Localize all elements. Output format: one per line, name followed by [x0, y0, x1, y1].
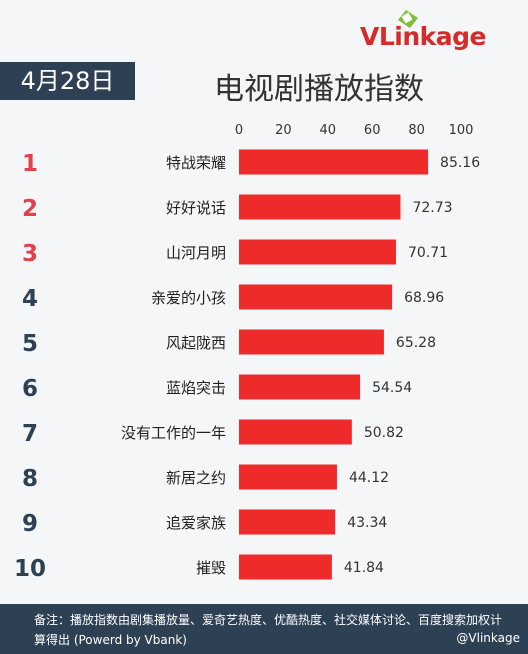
bar	[239, 284, 393, 310]
category-label: 追爱家族	[166, 514, 226, 532]
rank-number: 1	[22, 151, 38, 177]
bar	[239, 194, 401, 220]
rank-number: 2	[22, 196, 38, 222]
x-tick-label: 20	[275, 123, 292, 138]
category-label: 好好说话	[166, 199, 226, 217]
category-label: 摧毁	[196, 559, 226, 577]
x-tick-label: 60	[364, 123, 381, 138]
rank-number: 5	[22, 331, 38, 357]
bar	[239, 464, 337, 490]
value-label: 70.71	[408, 245, 448, 261]
value-label: 65.28	[396, 335, 436, 351]
x-tick-label: 0	[235, 123, 243, 138]
value-label: 41.84	[344, 560, 384, 576]
bar	[239, 239, 396, 265]
bar	[239, 329, 384, 355]
value-label: 85.16	[440, 155, 480, 171]
footer-credit: @Vlinkage	[456, 631, 520, 645]
bar	[239, 149, 429, 175]
rank-number: 10	[14, 556, 46, 582]
page-title: 电视剧播放指数	[214, 72, 424, 107]
bar	[239, 554, 332, 580]
value-label: 72.73	[412, 200, 452, 216]
x-tick-label: 40	[320, 123, 337, 138]
x-tick-label: 100	[449, 123, 474, 138]
bar-chart: 0 20 40 60 80 100 1 特战荣耀 85.16 2 好好说话 72.73 3 山河月明 70.…	[14, 123, 480, 582]
rank-number: 4	[22, 286, 38, 312]
value-label: 44.12	[349, 470, 389, 486]
value-label: 54.54	[372, 380, 412, 396]
logo-mark-icon	[398, 10, 418, 28]
vlinkage-logo: VLinkage	[360, 6, 510, 56]
rank-number: 3	[22, 241, 38, 267]
category-label: 风起陇西	[166, 334, 226, 352]
bar	[239, 509, 336, 535]
footer: 备注：播放指数由剧集播放量、爱奇艺热度、优酷热度、社交媒体讨论、百度搜索加权计算…	[0, 604, 528, 654]
value-label: 68.96	[404, 290, 444, 306]
rank-number: 7	[22, 421, 38, 447]
date-badge: 4月28日	[0, 62, 135, 100]
bar	[239, 419, 352, 445]
value-label: 50.82	[364, 425, 404, 441]
bar	[239, 374, 361, 400]
category-label: 特战荣耀	[166, 154, 226, 172]
category-label: 没有工作的一年	[121, 424, 226, 442]
rank-number: 6	[22, 376, 38, 402]
category-label: 蓝焰突击	[166, 379, 226, 397]
category-label: 新居之约	[166, 469, 226, 487]
value-label: 43.34	[347, 515, 387, 531]
category-label: 亲爱的小孩	[151, 289, 226, 307]
footer-note: 备注：播放指数由剧集播放量、爱奇艺热度、优酷热度、社交媒体讨论、百度搜索加权计算…	[34, 613, 503, 647]
x-tick-label: 80	[408, 123, 425, 138]
category-label: 山河月明	[166, 244, 226, 262]
rank-number: 9	[22, 511, 38, 537]
rank-number: 8	[22, 466, 38, 492]
logo-text: VLinkage	[360, 22, 487, 51]
